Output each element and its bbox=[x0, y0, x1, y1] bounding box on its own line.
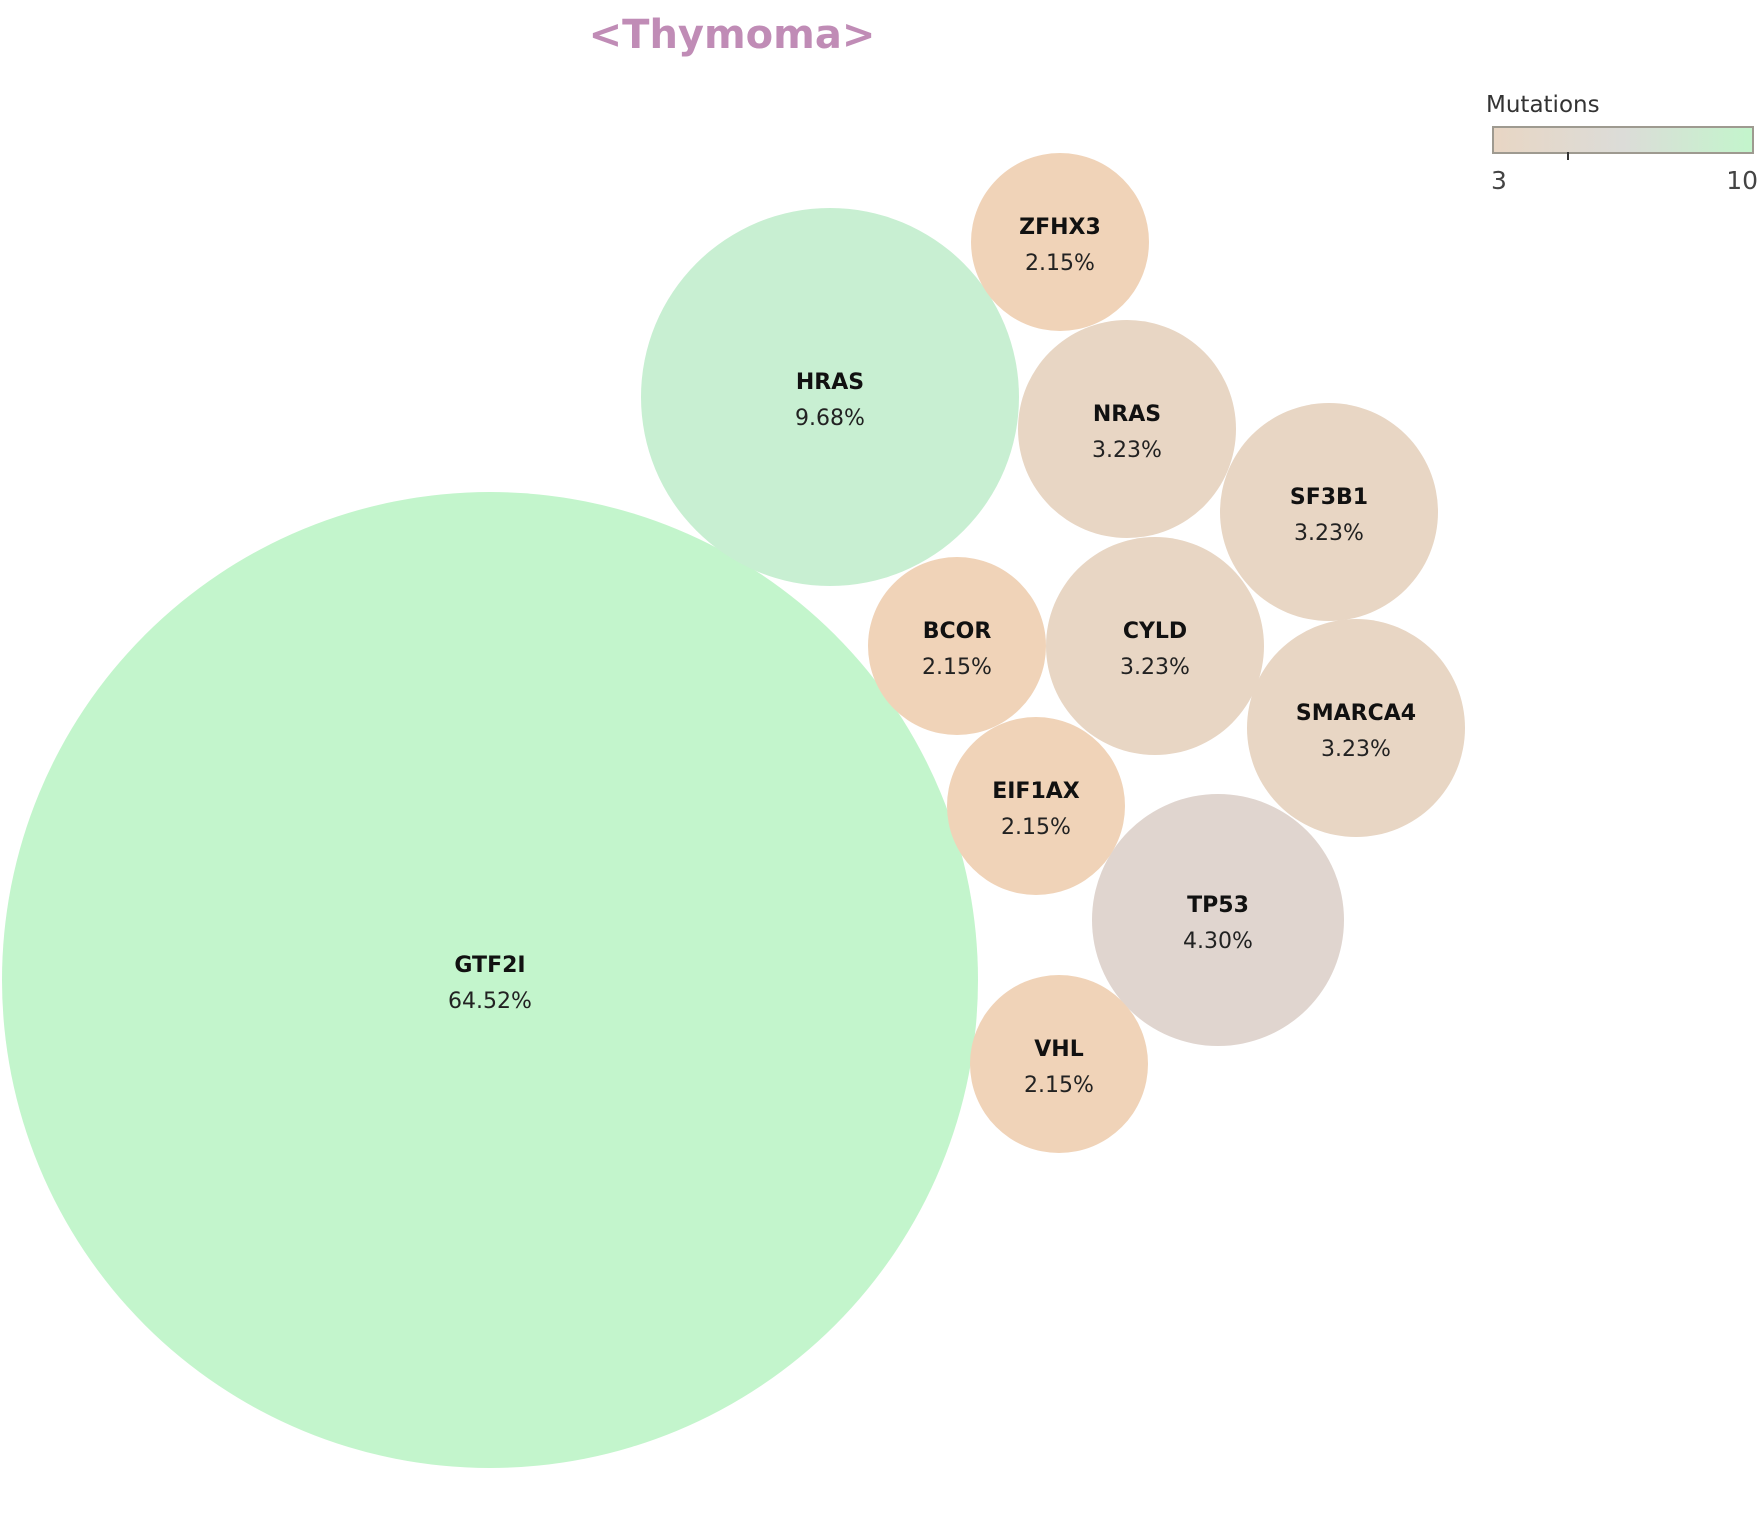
bubble-percent-label: 64.52% bbox=[448, 989, 532, 1014]
legend-max-label: 10 bbox=[1726, 166, 1758, 195]
bubble-circle-gtf2i bbox=[2, 492, 978, 1468]
bubble-gene-label: SF3B1 bbox=[1290, 485, 1368, 510]
bubble-smarca4: SMARCA4 3.23% bbox=[1247, 619, 1465, 837]
bubble-vhl: VHL 2.15% bbox=[970, 975, 1148, 1153]
bubble-circle-vhl bbox=[970, 975, 1148, 1153]
bubble-gene-label: CYLD bbox=[1123, 619, 1187, 644]
bubble-tp53: TP53 4.30% bbox=[1092, 794, 1344, 1046]
bubble-gene-label: NRAS bbox=[1093, 402, 1161, 427]
bubble-circle-eif1ax bbox=[947, 717, 1125, 895]
bubble-gtf2i: GTF2I 64.52% bbox=[2, 492, 978, 1468]
bubble-gene-label: EIF1AX bbox=[992, 779, 1080, 804]
bubble-cyld: CYLD 3.23% bbox=[1046, 537, 1264, 755]
bubble-percent-label: 2.15% bbox=[1024, 1073, 1094, 1098]
legend-min-label: 3 bbox=[1491, 166, 1507, 195]
bubble-sf3b1: SF3B1 3.23% bbox=[1220, 403, 1438, 621]
bubble-percent-label: 2.15% bbox=[1025, 251, 1095, 276]
bubble-percent-label: 3.23% bbox=[1321, 737, 1391, 762]
bubble-percent-label: 4.30% bbox=[1183, 929, 1253, 954]
bubble-percent-label: 3.23% bbox=[1294, 521, 1364, 546]
bubble-gene-label: GTF2I bbox=[454, 953, 525, 978]
bubble-eif1ax: EIF1AX 2.15% bbox=[947, 717, 1125, 895]
bubble-nras: NRAS 3.23% bbox=[1018, 320, 1236, 538]
bubble-circle-bcor bbox=[868, 557, 1046, 735]
bubble-gene-label: HRAS bbox=[796, 370, 864, 395]
bubble-gene-label: SMARCA4 bbox=[1296, 701, 1416, 726]
bubble-circle-sf3b1 bbox=[1220, 403, 1438, 621]
bubble-hras: HRAS 9.68% bbox=[641, 208, 1019, 586]
bubble-circle-hras bbox=[641, 208, 1019, 586]
legend-title: Mutations bbox=[1486, 92, 1600, 118]
bubble-circle-tp53 bbox=[1092, 794, 1344, 1046]
bubble-circle-nras bbox=[1018, 320, 1236, 538]
bubble-circle-smarca4 bbox=[1247, 619, 1465, 837]
bubble-circle-cyld bbox=[1046, 537, 1264, 755]
bubble-gene-label: TP53 bbox=[1187, 893, 1249, 918]
bubble-zfhx3: ZFHX3 2.15% bbox=[971, 153, 1149, 331]
bubble-percent-label: 2.15% bbox=[922, 655, 992, 680]
bubble-bcor: BCOR 2.15% bbox=[868, 557, 1046, 735]
legend-tick bbox=[1567, 152, 1569, 160]
bubble-percent-label: 9.68% bbox=[795, 406, 865, 431]
bubble-percent-label: 2.15% bbox=[1001, 815, 1071, 840]
legend-color-bar bbox=[1492, 126, 1754, 154]
bubble-percent-label: 3.23% bbox=[1120, 655, 1190, 680]
bubble-gene-label: BCOR bbox=[923, 619, 992, 644]
bubble-circle-zfhx3 bbox=[971, 153, 1149, 331]
bubble-gene-label: VHL bbox=[1034, 1037, 1083, 1062]
bubble-gene-label: ZFHX3 bbox=[1019, 215, 1101, 240]
chart-title: <Thymoma> bbox=[588, 12, 876, 58]
bubble-percent-label: 3.23% bbox=[1092, 438, 1162, 463]
